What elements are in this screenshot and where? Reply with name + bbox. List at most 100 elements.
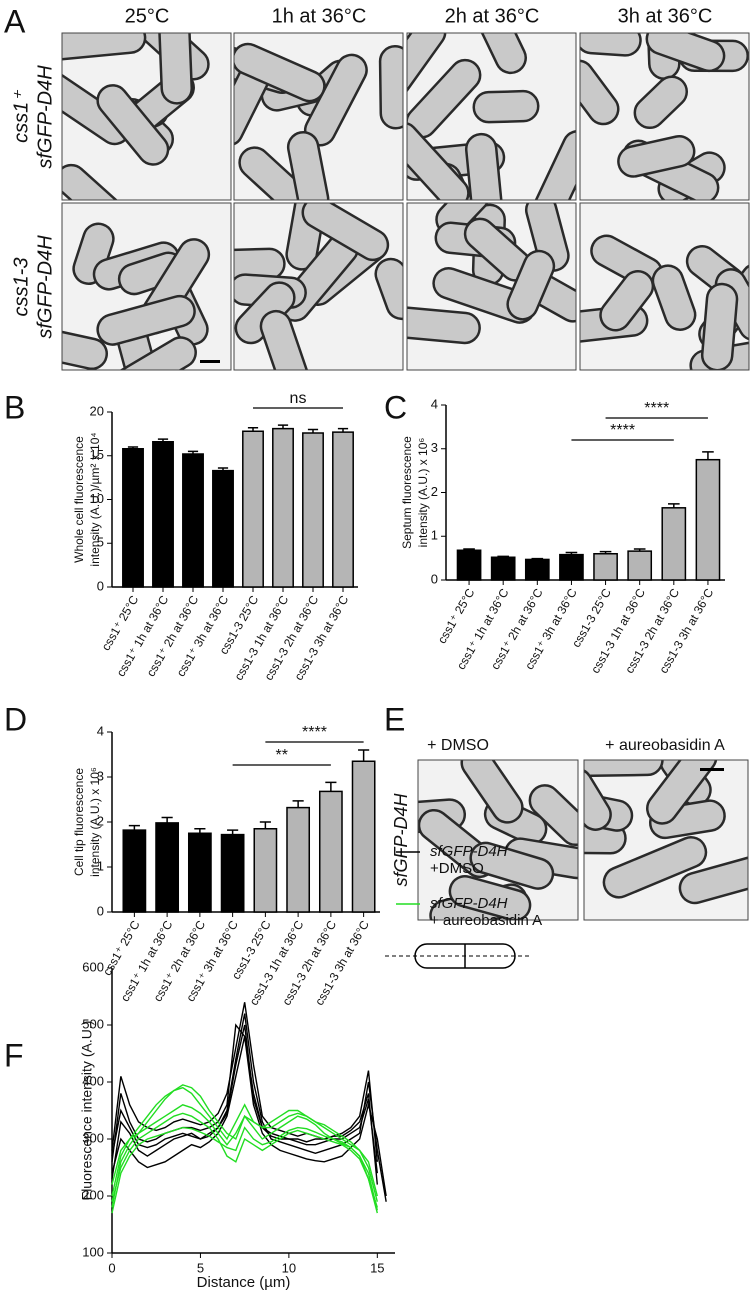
significance-label: ns [290, 390, 307, 407]
cell [62, 33, 147, 62]
y-tick-label: 600 [82, 959, 104, 974]
y-axis-label: Septum fluorescence [400, 436, 414, 549]
x-tick-label: 5 [197, 1260, 204, 1275]
micrograph [234, 203, 403, 370]
trace-line [111, 1036, 387, 1197]
y-tick-label: 500 [82, 1016, 104, 1031]
micrograph [62, 33, 231, 200]
cell [158, 33, 193, 105]
panel-letter: E [384, 701, 405, 737]
y-tick-label: 1 [97, 858, 104, 873]
cell [238, 146, 311, 200]
micrograph [407, 33, 576, 200]
error-bar [599, 550, 612, 554]
y-tick-label: 100 [82, 1244, 104, 1259]
micrograph-frame [406, 32, 577, 201]
cell [584, 767, 612, 831]
x-tick-label: 0 [108, 1260, 115, 1275]
micrograph-frame [583, 759, 749, 921]
error-bar [277, 424, 289, 429]
panel-letter: A [4, 3, 26, 39]
error-bar [187, 450, 199, 454]
error-bar [247, 427, 259, 432]
cell [407, 121, 470, 200]
cell [448, 875, 532, 920]
cell [506, 249, 556, 321]
bar [253, 828, 278, 913]
y-tick-label: 2 [431, 484, 438, 499]
significance-label: **** [610, 422, 635, 439]
panel-letter: F [4, 1037, 24, 1073]
cell [580, 59, 620, 126]
bar [212, 469, 234, 588]
y-tick-label: 200 [82, 1187, 104, 1202]
y-tick-label: 15 [90, 447, 104, 462]
trace-line [111, 1084, 378, 1197]
micrograph [62, 203, 231, 370]
panel-letter: D [4, 701, 27, 737]
micrograph-frame [406, 202, 577, 371]
error-bar [161, 816, 173, 823]
cell [580, 33, 642, 57]
y-axis-label: Fluorescence intensity (A.U.) [79, 1021, 95, 1201]
cell [469, 841, 555, 890]
treatment-label: + DMSO [427, 737, 489, 754]
bar [351, 760, 376, 913]
bar [122, 829, 147, 913]
bar [559, 553, 584, 581]
y-axis-label: intensity (A.U.) x 10⁶ [416, 438, 430, 548]
row-label: sfGFP-D4H [34, 65, 56, 169]
error-bar [127, 446, 139, 449]
cell [700, 282, 739, 370]
legend-label: sfGFP-D4H [430, 895, 508, 912]
micrograph-frame [233, 32, 404, 201]
micrograph [580, 33, 749, 200]
y-tick-label: 0 [97, 903, 104, 918]
y-tick-label: 0 [431, 571, 438, 586]
error-bar [668, 503, 680, 508]
error-bar [227, 829, 239, 835]
y-tick-label: 1 [431, 528, 438, 543]
panel-letter: B [4, 389, 25, 425]
cell [533, 129, 576, 200]
cell [651, 264, 697, 331]
scale-bar [200, 360, 220, 363]
legend-label: +DMSO [430, 860, 484, 877]
trace-line [111, 1024, 379, 1174]
error-bar [497, 555, 509, 558]
micrograph [234, 33, 403, 200]
cell [96, 294, 196, 346]
column-label: 25°C [125, 5, 170, 27]
cell [633, 75, 689, 130]
micrograph-frame [233, 202, 404, 371]
bar [490, 556, 516, 581]
y-tick-label: 10 [90, 491, 104, 506]
error-bar [337, 427, 349, 433]
bar [182, 453, 204, 588]
column-label: 2h at 36°C [445, 5, 540, 27]
column-label: 3h at 36°C [618, 5, 713, 27]
cell [460, 760, 524, 824]
cell [646, 760, 718, 825]
cell [286, 130, 330, 200]
cell [378, 45, 403, 130]
x-tick-label: 15 [370, 1260, 384, 1275]
error-bar [194, 828, 206, 834]
y-tick-label: 3 [97, 768, 104, 783]
micrograph-frame [61, 32, 232, 201]
x-tick-label: 10 [282, 1260, 296, 1275]
treatment-label: + aureobasidin A [605, 737, 725, 754]
bar [242, 430, 264, 588]
trace-line [111, 1104, 378, 1208]
bar [318, 790, 343, 913]
legend-label: + aureobasidin A [430, 912, 542, 929]
y-axis-label: Cell tip fluorescence [72, 768, 86, 876]
cell [524, 203, 570, 272]
scale-bar [700, 768, 724, 771]
bar [286, 806, 311, 913]
x-axis-label: Distance (µm) [197, 1274, 291, 1291]
cell [528, 784, 578, 847]
y-tick-label: 20 [90, 403, 104, 418]
y-tick-label: 0 [97, 578, 104, 593]
